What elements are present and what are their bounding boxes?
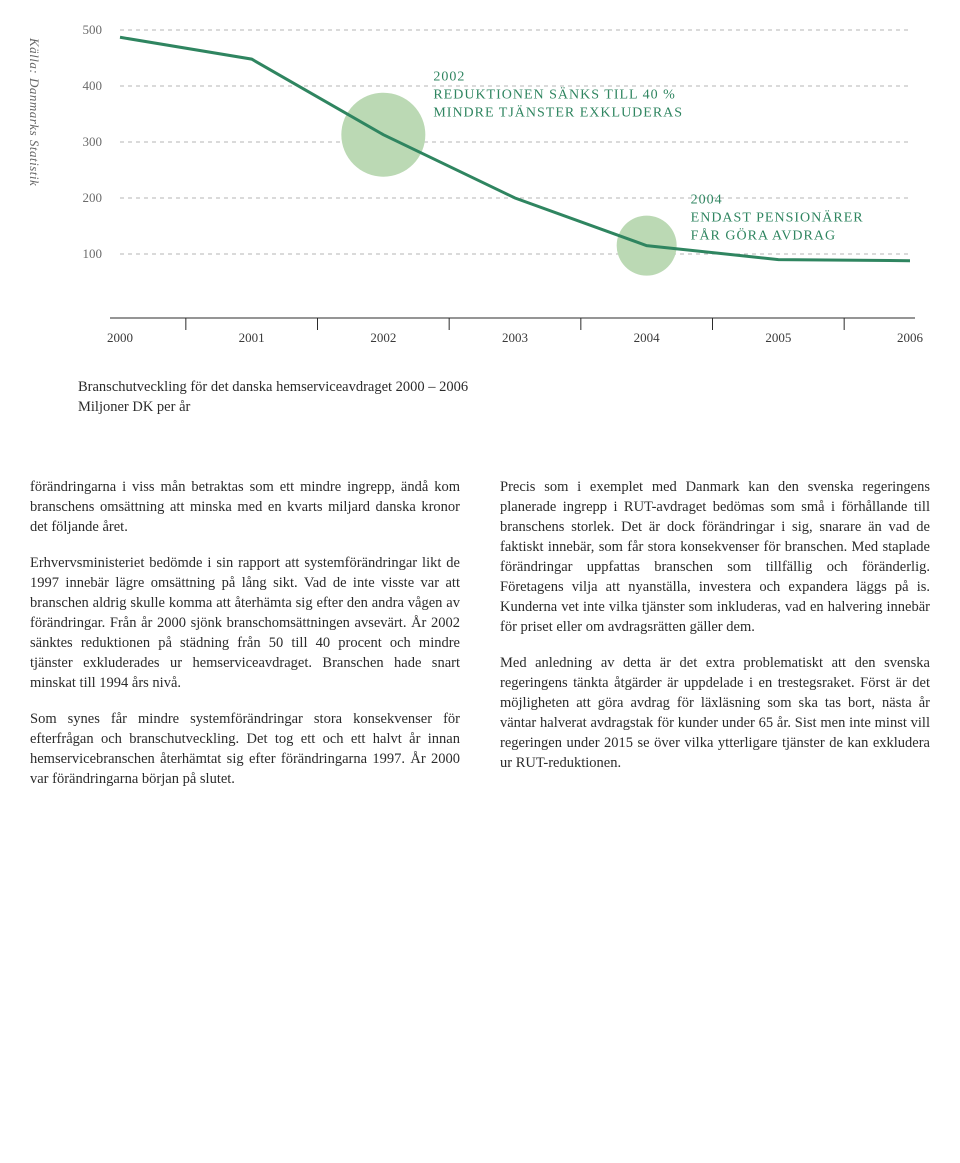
para: Med anledning av detta är det extra prob…	[500, 653, 930, 773]
svg-text:2002: 2002	[370, 330, 396, 345]
caption-line1: Branschutveckling för det danska hemserv…	[78, 378, 930, 398]
svg-text:2002: 2002	[433, 70, 465, 85]
svg-text:500: 500	[83, 22, 103, 37]
svg-text:2006: 2006	[897, 330, 924, 345]
svg-text:400: 400	[83, 78, 103, 93]
line-chart: 2000 2001 2002 2003 2004 2005 2006 100 200 300 400…	[30, 20, 930, 360]
svg-text:FÅR GÖRA AVDRAG: FÅR GÖRA AVDRAG	[691, 227, 836, 244]
para: Erhvervsministeriet bedömde i sin rappor…	[30, 553, 460, 693]
para: Som synes får mindre systemförändringar …	[30, 709, 460, 789]
svg-text:2000: 2000	[107, 330, 133, 345]
svg-text:300: 300	[83, 134, 103, 149]
svg-text:2004: 2004	[691, 193, 723, 208]
body-columns: förändringarna i viss mån betraktas som …	[30, 477, 930, 805]
svg-text:200: 200	[83, 190, 103, 205]
svg-text:ENDAST PENSIONÄRER: ENDAST PENSIONÄRER	[691, 209, 864, 226]
svg-text:MINDRE TJÄNSTER EXKLUDERAS: MINDRE TJÄNSTER EXKLUDERAS	[433, 104, 683, 121]
chart-area: Källa: Danmarks Statistik 20002001200220…	[30, 20, 930, 360]
para: förändringarna i viss mån betraktas som …	[30, 477, 460, 537]
caption-line2: Miljoner DK per år	[78, 398, 930, 418]
svg-text:2001: 2001	[239, 330, 265, 345]
left-column: förändringarna i viss mån betraktas som …	[30, 477, 460, 805]
svg-text:2004: 2004	[634, 330, 661, 345]
svg-text:100: 100	[83, 246, 103, 261]
para: Precis som i exemplet med Danmark kan de…	[500, 477, 930, 637]
svg-text:2005: 2005	[765, 330, 791, 345]
right-column: Precis som i exemplet med Danmark kan de…	[500, 477, 930, 805]
chart-caption: Branschutveckling för det danska hemserv…	[78, 378, 930, 417]
svg-text:2003: 2003	[502, 330, 528, 345]
svg-text:REDUKTIONEN SÄNKS TILL 40 %: REDUKTIONEN SÄNKS TILL 40 %	[433, 86, 675, 103]
